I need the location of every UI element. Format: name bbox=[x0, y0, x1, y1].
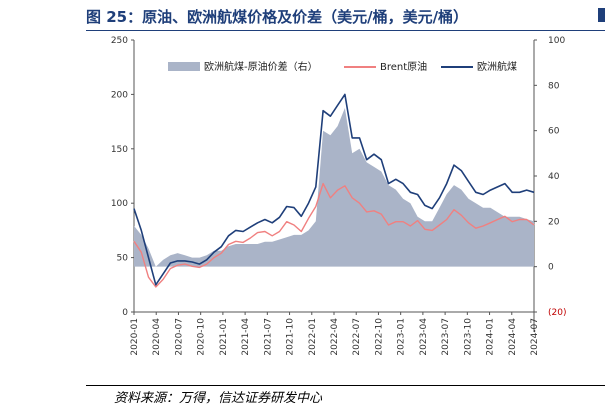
spread-area bbox=[134, 108, 534, 267]
left-tick-label: 200 bbox=[111, 90, 128, 100]
jet-fuel-line bbox=[133, 93, 535, 286]
legend-swatch-spread bbox=[168, 62, 200, 71]
right-tick-label: 60 bbox=[548, 127, 560, 137]
right-tick-label: 100 bbox=[548, 36, 565, 46]
page-title: 图 25：原油、欧洲航煤价格及价差（美元/桶，美元/桶） bbox=[86, 8, 469, 26]
x-tick-label: 2022-04 bbox=[330, 318, 340, 356]
x-tick-label: 2021-10 bbox=[286, 318, 296, 356]
x-tick-label: 2023-10 bbox=[463, 318, 473, 356]
right-tick-label: 20 bbox=[548, 217, 560, 227]
legend-label-brent: Brent原油 bbox=[380, 60, 427, 73]
left-tick-label: 50 bbox=[117, 254, 129, 264]
x-tick-label: 2021-07 bbox=[263, 318, 273, 356]
x-tick-label: 2022-01 bbox=[308, 318, 318, 356]
x-tick-label: 2021-04 bbox=[241, 318, 251, 356]
left-tick-label: 150 bbox=[111, 145, 128, 155]
right-axis-ticks: (20) 0 20 40 60 80 100 bbox=[534, 36, 566, 318]
x-tick-label: 2024-01 bbox=[486, 318, 496, 356]
source-note: 资料来源：万得，信达证券研发中心 bbox=[114, 391, 323, 406]
left-tick-label: 0 bbox=[122, 308, 128, 318]
x-tick-label: 2021-01 bbox=[219, 318, 229, 356]
x-tick-label: 2020-10 bbox=[197, 318, 207, 356]
chart: 0 50 100 150 200 250 (20) 0 20 40 60 80 100 2020-01… bbox=[111, 36, 567, 356]
x-tick-label: 2024-04 bbox=[508, 318, 518, 356]
x-tick-label: 2020-07 bbox=[174, 318, 184, 356]
legend-label-spread: 欧洲航煤-原油价差（右） bbox=[204, 60, 318, 73]
x-tick-label: 2022-10 bbox=[374, 318, 384, 356]
x-tick-label: 2020-01 bbox=[130, 318, 140, 356]
left-tick-label: 250 bbox=[111, 36, 128, 46]
spread-area-layer bbox=[134, 108, 534, 267]
right-tick-label: 40 bbox=[548, 172, 560, 182]
brent-line-layer bbox=[133, 182, 535, 288]
x-tick-label: 2023-04 bbox=[419, 318, 429, 356]
title-rule bbox=[86, 30, 605, 31]
x-tick-label: 2022-07 bbox=[352, 318, 362, 356]
left-axis-ticks: 0 50 100 150 200 250 bbox=[111, 36, 134, 318]
x-tick-label: 2020-04 bbox=[152, 318, 162, 356]
x-tick-label: 2024-07 bbox=[530, 318, 540, 356]
legend-label-jet: 欧洲航煤 bbox=[477, 60, 517, 73]
right-tick-label: 0 bbox=[548, 263, 554, 273]
left-tick-label: 100 bbox=[111, 199, 128, 209]
right-tick-label: (20) bbox=[548, 308, 566, 318]
x-axis-ticks: 2020-01 2020-04 2020-07 2020-10 2021-01 2021-… bbox=[130, 312, 540, 356]
bottom-rule bbox=[86, 385, 605, 386]
chart-legend: 欧洲航煤-原油价差（右） Brent原油 欧洲航煤 bbox=[168, 60, 517, 73]
right-tick-label: 80 bbox=[548, 81, 560, 91]
edge-marker bbox=[598, 8, 605, 22]
brent-line bbox=[133, 182, 535, 288]
x-tick-label: 2023-01 bbox=[397, 318, 407, 356]
jet-line-layer bbox=[133, 93, 535, 286]
x-tick-label: 2023-07 bbox=[441, 318, 451, 356]
